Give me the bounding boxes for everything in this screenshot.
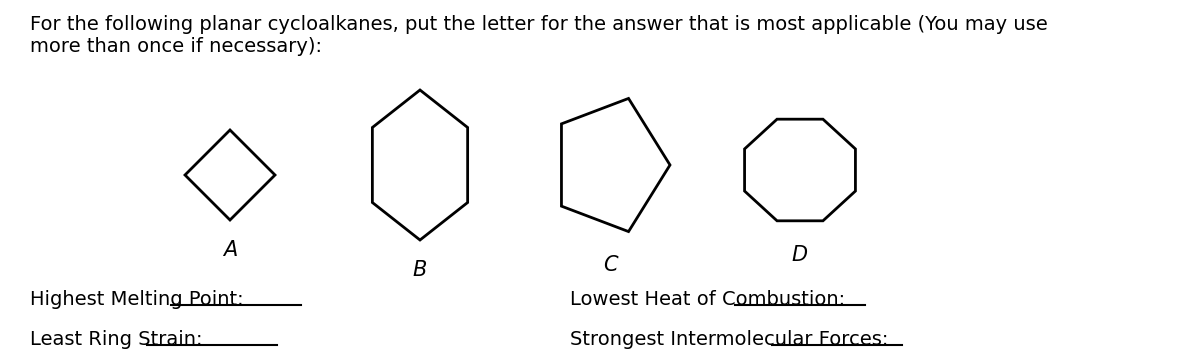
Text: A: A	[223, 240, 238, 260]
Text: Strongest Intermolecular Forces:: Strongest Intermolecular Forces:	[570, 330, 888, 349]
Text: For the following planar cycloalkanes, put the letter for the answer that is mos: For the following planar cycloalkanes, p…	[30, 15, 1048, 56]
Text: Lowest Heat of Combustion:: Lowest Heat of Combustion:	[570, 290, 845, 309]
Text: D: D	[792, 245, 808, 265]
Text: B: B	[413, 260, 427, 280]
Text: Highest Melting Point:: Highest Melting Point:	[30, 290, 244, 309]
Text: Least Ring Strain:: Least Ring Strain:	[30, 330, 203, 349]
Text: C: C	[602, 255, 617, 275]
